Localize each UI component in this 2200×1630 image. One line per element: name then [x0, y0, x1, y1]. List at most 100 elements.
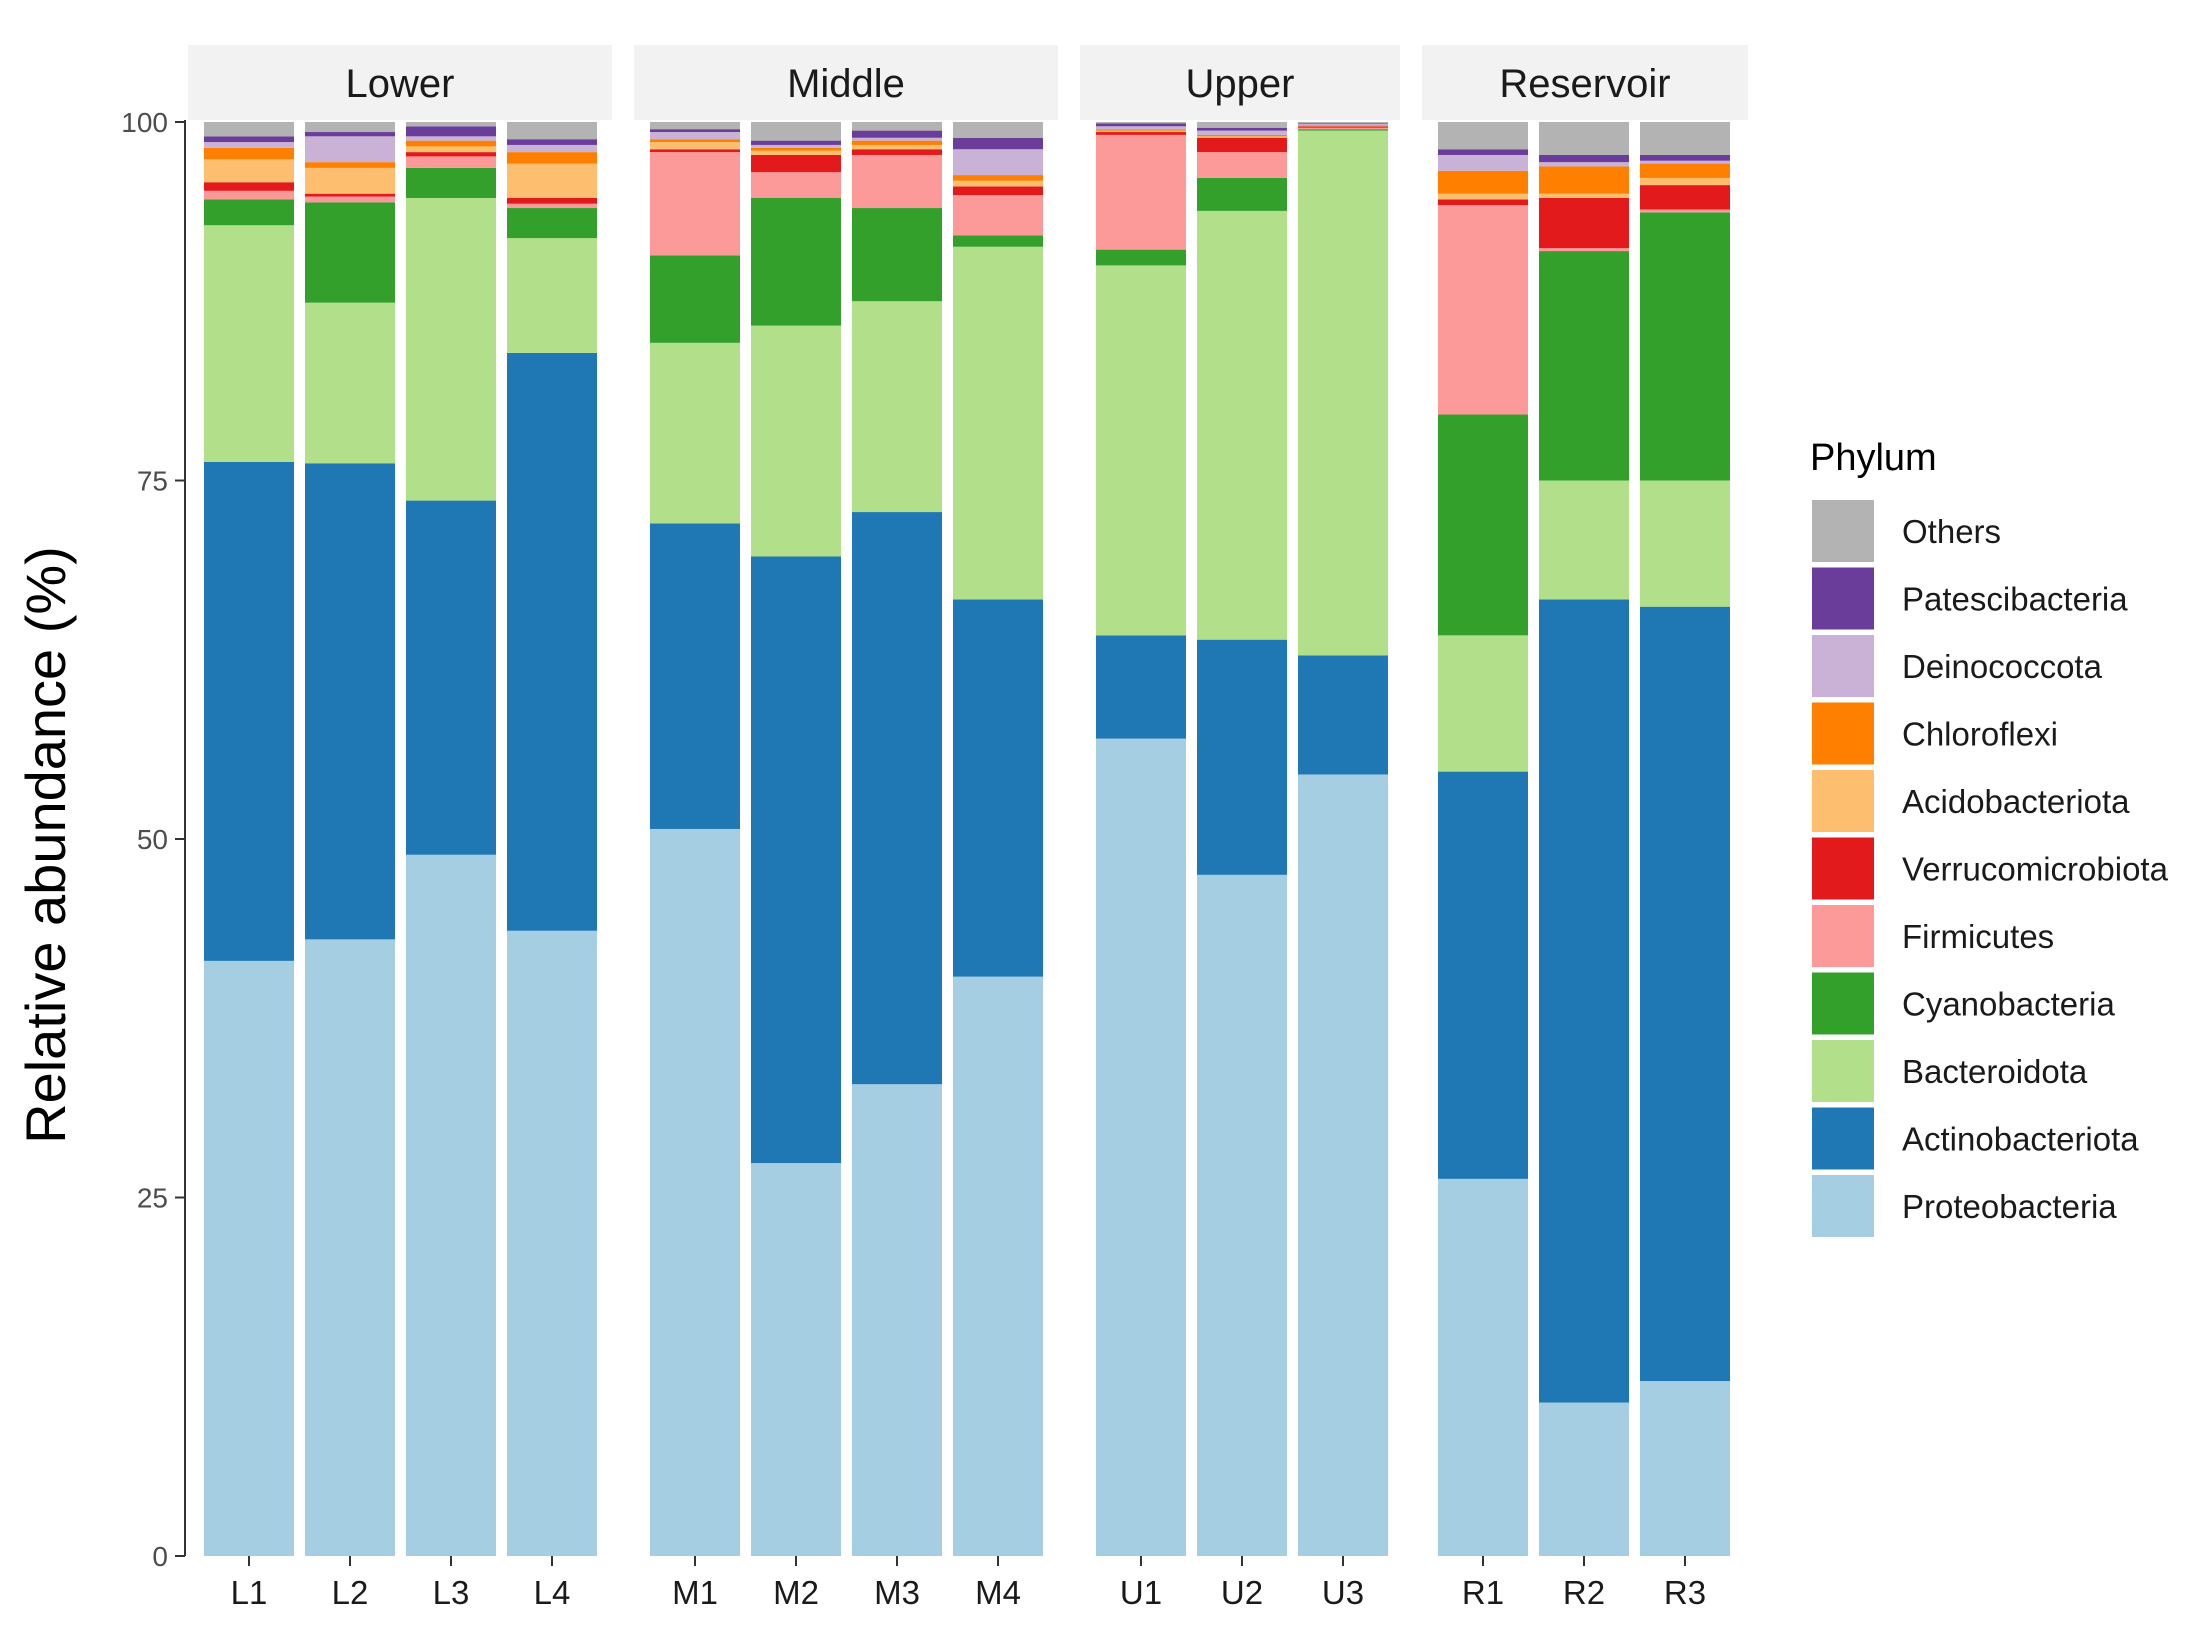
bar-segment-r2-bacteroidota [1539, 480, 1629, 600]
bar-segment-l4-others [507, 122, 597, 140]
bar-segment-r3-others [1640, 122, 1730, 155]
bar-segment-l3-others [406, 122, 496, 127]
bar-segment-l3-bacteroidota [406, 198, 496, 501]
bar-segment-u3-others [1298, 122, 1388, 124]
legend-item-bacteroidota: Bacteroidota [1812, 1040, 2088, 1102]
bar-segment-u3-actinobacteriota [1298, 655, 1388, 775]
bar-m4 [953, 122, 1043, 1556]
legend-item-chloroflexi: Chloroflexi [1812, 702, 2058, 765]
bar-segment-l3-actinobacteriota [406, 500, 496, 855]
bar-segment-l4-actinobacteriota [507, 352, 597, 931]
bar-segment-u1-others [1096, 122, 1186, 124]
legend-item-firmicutes: Firmicutes [1812, 905, 2054, 967]
bar-segment-l1-patescibacteria [204, 136, 294, 143]
x-tick-label-r1: R1 [1462, 1574, 1504, 1611]
bar-segment-r1-deinococcota [1438, 154, 1528, 171]
facet-strip-label: Reservoir [1499, 62, 1670, 106]
bar-segment-u1-patescibacteria [1096, 123, 1186, 127]
legend-label: Proteobacteria [1902, 1188, 2117, 1225]
legend-title: Phylum [1810, 437, 1937, 479]
bar-segment-m3-cyanobacteria [852, 208, 942, 302]
x-tick-label-l2: L2 [332, 1574, 369, 1611]
x-tick-label-m3: M3 [874, 1574, 920, 1611]
bar-segment-u2-actinobacteriota [1197, 639, 1287, 875]
legend-label: Cyanobacteria [1902, 986, 2115, 1023]
bar-segment-u2-deinococcota [1197, 130, 1287, 135]
x-tick-label-l4: L4 [534, 1574, 571, 1611]
bar-segment-r3-deinococcota [1640, 160, 1730, 164]
bar-segment-m2-verrucomicrobiota [751, 154, 841, 173]
bar-segment-m4-verrucomicrobiota [953, 186, 1043, 196]
bar-segment-r1-acidobacteriota [1438, 193, 1528, 200]
bar-segment-r2-verrucomicrobiota [1539, 198, 1629, 249]
bar-segment-m4-deinococcota [953, 149, 1043, 176]
bar-segment-u2-acidobacteriota [1197, 136, 1287, 138]
facet-strip [634, 45, 1058, 120]
bar-l4 [507, 122, 597, 1556]
bar-segment-u1-cyanobacteria [1096, 249, 1186, 266]
bar-segment-u2-patescibacteria [1197, 127, 1287, 131]
y-axis: 0 25 50 75 100 [121, 107, 186, 1572]
bar-segment-u3-bacteroidota [1298, 130, 1388, 656]
x-tick-label-l1: L1 [231, 1574, 268, 1611]
bar-segment-l4-deinococcota [507, 144, 597, 153]
bar-segment-l2-cyanobacteria [305, 202, 395, 303]
bar-segment-l4-cyanobacteria [507, 208, 597, 239]
bar-segment-m2-actinobacteriota [751, 556, 841, 1164]
legend-label: Verrucomicrobiota [1902, 851, 2169, 888]
bar-segment-m2-chloroflexi [751, 147, 841, 151]
bar-l2 [305, 122, 395, 1556]
legend-swatch [1812, 1175, 1874, 1237]
bar-segment-m3-firmicutes [852, 154, 942, 209]
bar-segment-m4-patescibacteria [953, 137, 1043, 150]
bar-segment-r1-cyanobacteria [1438, 414, 1528, 636]
bar-u2 [1197, 122, 1287, 1556]
legend-label: Acidobacteriota [1902, 783, 2130, 820]
bar-segment-u3-deinococcota [1298, 124, 1388, 125]
legend-swatch [1812, 1040, 1874, 1102]
bar-segment-r2-others [1539, 122, 1629, 155]
bar-segment-u3-cyanobacteria [1298, 129, 1388, 131]
legend-swatch [1812, 905, 1874, 967]
bar-segment-m1-actinobacteriota [650, 523, 740, 829]
bar-segment-u2-verrucomicrobiota [1197, 137, 1287, 153]
bar-segment-m2-proteobacteria [751, 1163, 841, 1556]
bar-r3 [1640, 122, 1730, 1556]
bar-segment-u3-proteobacteria [1298, 774, 1388, 1556]
bar-segment-m1-cyanobacteria [650, 255, 740, 343]
x-tick-label-m2: M2 [773, 1574, 819, 1611]
facet-strip [188, 45, 612, 120]
x-tick-label-r2: R2 [1563, 1574, 1605, 1611]
bar-segment-u3-acidobacteriota [1298, 125, 1388, 127]
y-tick-label-25: 25 [137, 1183, 168, 1214]
y-tick-label-50: 50 [137, 824, 168, 855]
legend-item-patescibacteria: Patescibacteria [1812, 567, 2128, 630]
bar-segment-l2-actinobacteriota [305, 463, 395, 940]
x-tick-label-u1: U1 [1120, 1574, 1162, 1611]
legend-item-actinobacteriota: Actinobacteriota [1812, 1107, 2139, 1170]
bar-segment-u2-others [1197, 122, 1287, 128]
bar-segment-l1-firmicutes [204, 190, 294, 200]
legend-label: Firmicutes [1902, 918, 2054, 955]
bar-segment-l1-others [204, 122, 294, 137]
bar-l3 [406, 122, 496, 1556]
bar-segment-u1-firmicutes [1096, 134, 1186, 250]
bar-segment-r1-proteobacteria [1438, 1178, 1528, 1556]
bar-segment-u2-bacteroidota [1197, 210, 1287, 640]
bar-segment-l2-patescibacteria [305, 132, 395, 137]
bar-segment-l3-chloroflexi [406, 140, 496, 147]
bar-segment-l3-patescibacteria [406, 126, 496, 137]
bar-segment-m3-patescibacteria [852, 130, 942, 138]
x-tick-label-u2: U2 [1221, 1574, 1263, 1611]
bar-segment-l1-cyanobacteria [204, 199, 294, 226]
bar-segment-m2-acidobacteriota [751, 150, 841, 155]
y-axis-title: Relative abundance (%) [14, 546, 77, 1144]
bar-segment-u3-chloroflexi [1298, 124, 1388, 126]
legend-swatch [1812, 567, 1874, 630]
bar-segment-m2-others [751, 122, 841, 141]
bar-segment-m1-deinococcota [650, 132, 740, 140]
bar-segment-r2-proteobacteria [1539, 1402, 1629, 1556]
bar-segment-l2-chloroflexi [305, 162, 395, 168]
bar-m3 [852, 122, 942, 1556]
bar-segment-l3-verrucomicrobiota [406, 152, 496, 157]
